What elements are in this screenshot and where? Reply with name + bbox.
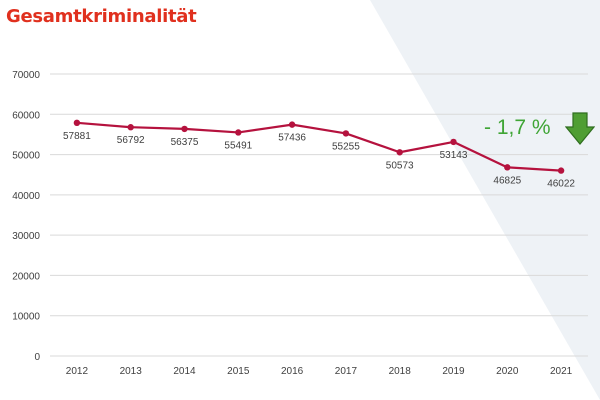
data-label: 56792 — [117, 135, 145, 146]
x-tick-label: 2014 — [173, 366, 196, 377]
x-axis: 2012 2013 2014 2015 2016 2017 2018 2019 2020 2021 — [66, 366, 573, 377]
data-point — [181, 125, 188, 133]
chart-title: Gesamtkriminalität — [6, 6, 197, 27]
data-point — [504, 164, 511, 171]
y-tick-label: 70000 — [12, 70, 40, 81]
y-tick-label: 10000 — [12, 312, 40, 323]
arrow-down-icon — [565, 112, 595, 145]
x-tick-label: 2017 — [335, 366, 358, 377]
series-line — [76, 121, 562, 172]
x-tick-label: 2012 — [66, 366, 89, 377]
x-tick-label: 2018 — [389, 366, 412, 377]
x-tick-label: 2021 — [550, 366, 573, 377]
data-label: 53143 — [440, 150, 468, 161]
data-label: 57436 — [278, 133, 306, 144]
data-points — [73, 119, 565, 174]
background-panel — [370, 0, 600, 400]
y-tick-label: 60000 — [12, 110, 40, 121]
grid — [50, 73, 588, 357]
data-label: 56375 — [171, 137, 199, 148]
data-label: 55255 — [332, 141, 360, 152]
x-tick-label: 2019 — [442, 366, 465, 377]
data-point — [127, 124, 134, 131]
x-tick-label: 2020 — [496, 366, 519, 377]
x-tick-label: 2015 — [227, 366, 250, 377]
x-tick-label: 2016 — [281, 366, 304, 377]
data-label: 46022 — [547, 179, 575, 190]
data-point — [288, 121, 296, 128]
data-point — [396, 149, 403, 156]
y-tick-label: 30000 — [12, 231, 40, 242]
data-point — [73, 119, 81, 127]
data-point — [342, 130, 350, 137]
data-point — [235, 129, 242, 136]
y-tick-label: 40000 — [12, 191, 40, 202]
x-tick-label: 2013 — [120, 366, 143, 377]
data-label: 55491 — [224, 140, 252, 151]
data-label: 57881 — [63, 131, 91, 142]
data-label: 46825 — [493, 175, 521, 186]
y-axis: 0 10000 20000 30000 40000 50000 60000 70000 — [12, 70, 40, 363]
change-badge: - 1,7 % — [484, 116, 551, 139]
data-label: 50573 — [386, 160, 414, 171]
y-tick-label: 20000 — [12, 271, 40, 282]
data-point — [450, 138, 457, 146]
y-tick-label: 0 — [34, 352, 40, 363]
data-labels: 57881 56792 56375 55491 57436 55255 50573 53143… — [63, 131, 575, 190]
y-tick-label: 50000 — [12, 151, 40, 162]
data-point — [557, 167, 565, 174]
